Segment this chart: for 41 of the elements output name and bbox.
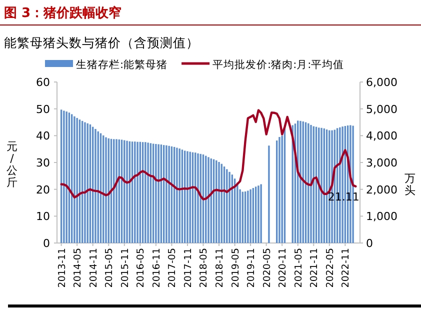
y-tick-label: 30 bbox=[36, 156, 50, 170]
y-tick-label: 10 bbox=[36, 210, 50, 224]
y2-tick-label: 3,000 bbox=[366, 156, 398, 170]
y-tick-label: 0 bbox=[43, 237, 50, 250]
x-tick-label: 2016-11 bbox=[151, 248, 162, 288]
x-tick-label: 2019-05 bbox=[230, 248, 242, 288]
y-tick-label: 20 bbox=[36, 183, 50, 196]
x-tick-label: 2018-05 bbox=[198, 248, 210, 288]
x-tick-label: 2015-11 bbox=[120, 248, 131, 288]
x-tick-label: 2013-11 bbox=[56, 248, 68, 288]
y2-tick-label: 4,000 bbox=[366, 130, 398, 143]
x-tick-label: 2019-11 bbox=[246, 248, 258, 288]
y-tick-label: 40 bbox=[36, 130, 50, 143]
x-tick-label: 2016-05 bbox=[136, 248, 147, 288]
x-tick-label: 2014-05 bbox=[72, 248, 84, 288]
annotation: 21.11 bbox=[328, 190, 360, 204]
x-tick-label: 2014-11 bbox=[88, 248, 100, 288]
x-tick-label: 2020-05 bbox=[262, 248, 273, 288]
x-tick-label: 2021-05 bbox=[293, 248, 304, 288]
y2-tick-label: 6,000 bbox=[366, 76, 398, 89]
y2-tick-label: 5,000 bbox=[366, 102, 398, 116]
y2-axis-title: 万头 bbox=[404, 172, 416, 197]
y-tick-label: 60 bbox=[36, 76, 50, 89]
y-axis-title: 元/公斤 bbox=[6, 140, 18, 189]
y2-tick-label: 1,000 bbox=[366, 210, 398, 224]
x-tick-label: 2021-11 bbox=[309, 248, 320, 288]
x-tick-label: 2017-05 bbox=[167, 248, 178, 288]
y2-tick-label: 2,000 bbox=[366, 183, 398, 196]
legend-label: 平均批发价:猪肉:月:平均值 bbox=[212, 58, 344, 71]
line-series bbox=[60, 109, 357, 200]
legend-label: 生猪存栏:能繁母猪 bbox=[76, 58, 168, 71]
chart-title: 图 3：猪价跌幅收窄 bbox=[4, 5, 122, 21]
y-tick-label: 50 bbox=[36, 102, 50, 116]
x-tick-label: 2018-11 bbox=[214, 248, 226, 288]
x-tick-label: 2020-11 bbox=[278, 248, 289, 288]
x-tick-label: 2017-11 bbox=[182, 248, 194, 288]
x-tick-label: 2022-05 bbox=[324, 248, 336, 288]
chart-subtitle: 能繁母猪头数与猪价（含预测值） bbox=[4, 35, 199, 50]
x-tick-label: 2022-11 bbox=[340, 248, 352, 288]
y2-tick-label: 0 bbox=[366, 237, 373, 250]
x-tick-label: 2015-05 bbox=[104, 248, 116, 288]
